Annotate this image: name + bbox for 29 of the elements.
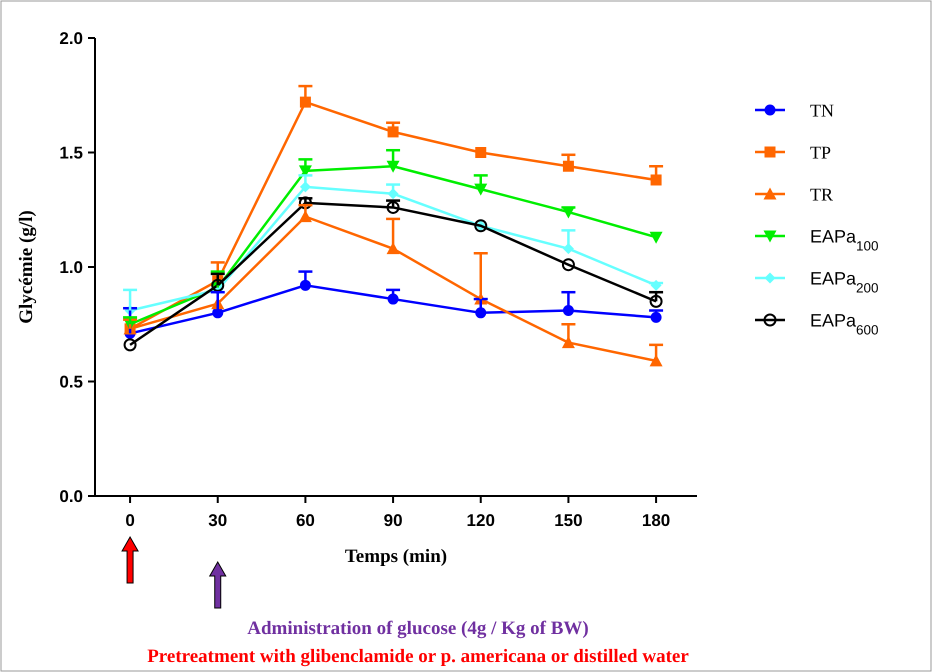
legend-label: TN <box>810 100 834 120</box>
point <box>562 258 575 272</box>
x-tick-label: 90 <box>384 511 403 530</box>
x-tick-label: 150 <box>554 511 583 530</box>
x-tick-label: 30 <box>208 511 228 530</box>
y-tick-label: 1.5 <box>59 143 83 162</box>
x-tick-label: 120 <box>466 511 495 530</box>
legend-label: EAPa$_{600}$ <box>810 310 879 337</box>
legend-label: TP <box>810 142 832 162</box>
legend-label: EAPa$_{200}$ <box>810 268 879 295</box>
x-tick-label: 0 <box>125 511 135 530</box>
y-axis-title: Glycémie (g/l) <box>16 210 37 324</box>
y-tick-label: 0.5 <box>59 372 83 392</box>
y-tick-label: 1.0 <box>59 258 83 277</box>
legend-label: EAPa$_{100}$ <box>810 226 879 253</box>
legend-label: TR <box>810 184 834 204</box>
point <box>650 294 663 308</box>
text: Administration of glucose (4g / Kg of BW) <box>247 618 589 639</box>
point <box>475 147 486 158</box>
x-tick-label: 180 <box>642 511 670 530</box>
point <box>650 232 663 244</box>
text: Pretreatment with glibenclamide or p. americana or distilled water <box>147 646 690 667</box>
point <box>124 338 137 352</box>
point <box>211 278 224 292</box>
y-tick-label: 2.0 <box>59 28 83 48</box>
x-tick-label: 60 <box>296 511 315 530</box>
x-axis-title: Temps (min) <box>344 546 448 567</box>
point <box>386 200 400 214</box>
y-tick-label: 0.0 <box>59 486 83 506</box>
